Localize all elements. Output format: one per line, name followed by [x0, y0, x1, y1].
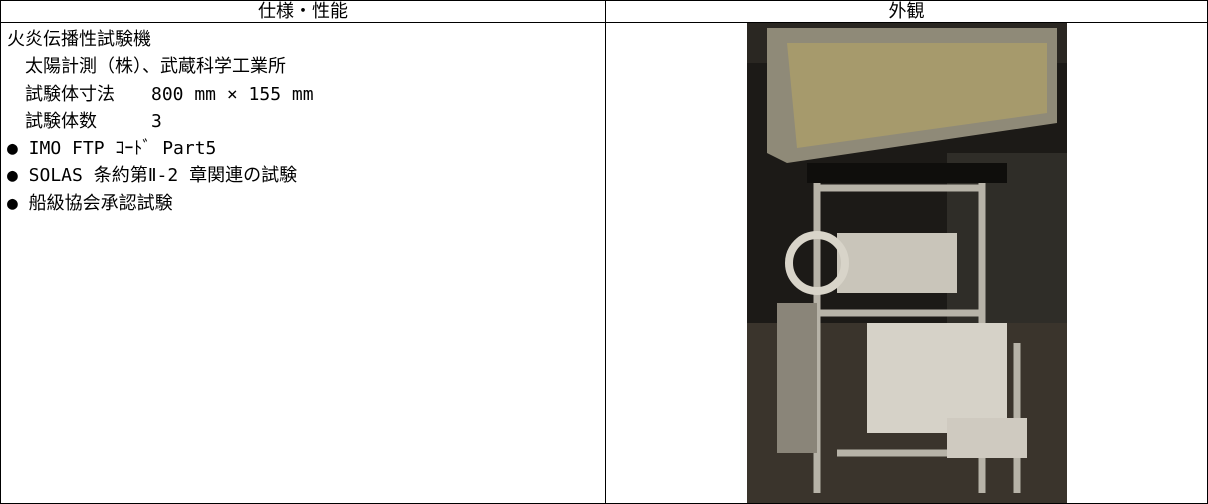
spec-cell: 火炎伝播性試験機 太陽計測（株）、武蔵科学工業所 試験体寸法 800 mm × … — [0, 22, 606, 504]
body-row: 火炎伝播性試験機 太陽計測（株）、武蔵科学工業所 試験体寸法 800 mm × … — [0, 22, 1208, 504]
header-row: 仕様・性能 外観 — [0, 0, 1208, 23]
header-cell: 仕様・性能 — [0, 0, 606, 23]
spec-line: 太陽計測（株）、武蔵科学工業所 — [25, 56, 286, 78]
spec-bullet: ● IMO FTP ｺｰﾄﾞ Part5 — [7, 138, 217, 160]
spec-line: 試験体数 3 — [25, 110, 162, 132]
spec-line: 試験体寸法 800 mm × 155 mm — [25, 83, 314, 105]
photo — [746, 23, 1067, 503]
header-cell: 外観 — [605, 0, 1208, 23]
spec-bullet: ● 船級協会承認試験 — [7, 192, 173, 214]
spec-title: 火炎伝播性試験機 — [7, 29, 151, 50]
photo-cell — [605, 22, 1208, 504]
spec-bullet: ● SOLAS 条約第Ⅱ-2 章関連の試験 — [7, 165, 298, 187]
